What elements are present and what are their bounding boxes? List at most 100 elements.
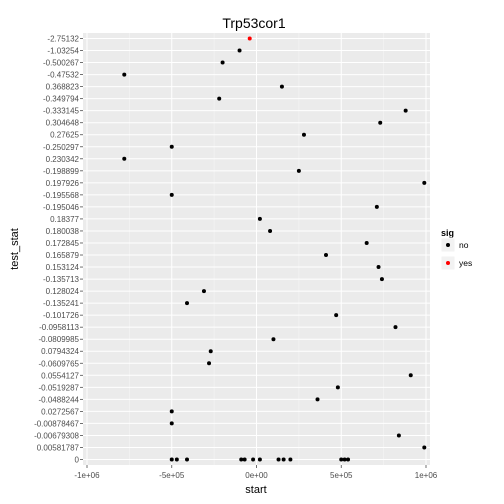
data-point-no xyxy=(422,180,427,185)
data-point-no xyxy=(279,84,284,89)
data-point-no xyxy=(257,216,262,221)
data-point-no xyxy=(342,457,347,462)
y-tick-label: -0.101726 xyxy=(43,311,80,320)
data-point-no xyxy=(122,156,127,161)
y-tick-label: 0.165879 xyxy=(46,251,80,260)
y-tick-label: -0.0958113 xyxy=(39,323,79,332)
x-axis-ticks: -1e+06 -5e+05 0e+00 5e+05 1e+06 xyxy=(74,465,438,480)
data-point-no xyxy=(276,457,281,462)
y-tick-label: 0.172845 xyxy=(46,239,80,248)
data-point-no xyxy=(379,277,384,282)
x-axis-title: start xyxy=(245,484,266,496)
data-point-no xyxy=(422,445,427,450)
data-point-yes xyxy=(247,36,252,41)
data-point-no xyxy=(334,313,339,318)
data-point-no xyxy=(288,457,293,462)
data-point-no xyxy=(185,301,190,306)
data-points xyxy=(122,36,427,462)
data-point-no xyxy=(376,265,381,270)
chart-title: Trp53cor1 xyxy=(222,15,286,31)
y-tick-label: 0.304648 xyxy=(46,119,80,128)
data-point-no xyxy=(208,349,213,354)
data-point-no xyxy=(239,457,244,462)
y-tick-label: 0.27625 xyxy=(50,131,79,140)
y-tick-label: 0.0794324 xyxy=(41,347,79,356)
y-tick-label: 0.368823 xyxy=(46,83,80,92)
legend-label-yes: yes xyxy=(459,258,472,268)
y-tick-label: -0.135713 xyxy=(43,275,80,284)
data-point-no xyxy=(207,361,212,366)
legend-title: sig xyxy=(441,228,454,238)
y-tick-label: 0.197926 xyxy=(46,179,80,188)
data-point-no xyxy=(374,204,379,209)
y-tick-label: -0.333145 xyxy=(43,107,80,116)
legend-marker-no xyxy=(446,243,450,247)
data-point-no xyxy=(378,120,383,125)
y-tick-label: -0.0809985 xyxy=(39,335,80,344)
x-tick-label: -5e+05 xyxy=(159,471,185,480)
y-tick-label: -0.00878467 xyxy=(34,419,79,428)
legend-marker-yes xyxy=(446,261,450,265)
y-tick-label: 0.128024 xyxy=(46,287,80,296)
legend: sig no yes xyxy=(440,228,472,271)
y-tick-label: -0.195046 xyxy=(43,203,80,212)
y-axis-title: test_stat xyxy=(9,228,21,270)
y-tick-label: 0.0272567 xyxy=(41,407,79,416)
data-point-no xyxy=(185,457,190,462)
y-tick-label: -0.349794 xyxy=(43,95,80,104)
data-point-no xyxy=(169,409,174,414)
y-tick-label: 0.230342 xyxy=(46,155,80,164)
data-point-no xyxy=(323,253,328,258)
y-axis-ticks: -2.75132 -1.03254 -0.500267 -0.47532 0.36882… xyxy=(34,35,83,465)
data-point-no xyxy=(393,325,398,330)
x-tick-label: 1e+06 xyxy=(415,471,438,480)
y-tick-label: 0.18377 xyxy=(50,215,79,224)
data-point-no xyxy=(271,337,276,342)
x-tick-label: -1e+06 xyxy=(74,471,100,480)
y-tick-label: -0.195568 xyxy=(43,191,80,200)
data-point-no xyxy=(242,457,247,462)
x-tick-label: 0e+00 xyxy=(245,471,268,480)
data-point-no xyxy=(169,457,174,462)
data-point-no xyxy=(301,132,306,137)
y-tick-label: 0 xyxy=(75,456,80,465)
y-tick-label: -0.0609765 xyxy=(39,359,80,368)
data-point-no xyxy=(169,421,174,426)
y-tick-label: -0.135241 xyxy=(43,299,80,308)
data-point-no xyxy=(217,96,222,101)
y-tick-label: 0.0554127 xyxy=(41,371,79,380)
data-point-no xyxy=(201,289,206,294)
legend-label-no: no xyxy=(459,240,469,250)
y-tick-label: -0.0488244 xyxy=(39,395,80,404)
data-point-no xyxy=(403,108,408,113)
y-tick-label: 0.153124 xyxy=(46,263,80,272)
y-tick-label: -2.75132 xyxy=(47,35,79,44)
data-point-no xyxy=(408,373,413,378)
y-tick-label: 0.180038 xyxy=(46,227,80,236)
y-tick-label: -0.00679308 xyxy=(34,431,79,440)
data-point-no xyxy=(281,457,286,462)
y-tick-label: -0.198899 xyxy=(43,167,80,176)
y-tick-label: -0.47532 xyxy=(47,71,79,80)
y-tick-label: -0.0519287 xyxy=(39,383,80,392)
data-point-no xyxy=(335,385,340,390)
y-tick-label: -0.250297 xyxy=(43,143,80,152)
data-point-no xyxy=(220,60,225,65)
data-point-no xyxy=(339,457,344,462)
data-point-no xyxy=(169,144,174,149)
data-point-no xyxy=(251,457,256,462)
data-point-no xyxy=(346,457,351,462)
data-point-no xyxy=(268,228,273,233)
data-point-no xyxy=(122,72,127,77)
data-point-no xyxy=(257,457,262,462)
x-tick-label: 5e+05 xyxy=(330,471,353,480)
data-point-no xyxy=(315,397,320,402)
y-tick-label: 0.00581787 xyxy=(37,443,80,452)
grid-lines xyxy=(83,33,430,465)
data-point-no xyxy=(237,48,242,53)
y-tick-label: -0.500267 xyxy=(43,59,80,68)
y-tick-label: -1.03254 xyxy=(47,47,79,56)
data-point-no xyxy=(169,192,174,197)
data-point-no xyxy=(364,240,369,245)
